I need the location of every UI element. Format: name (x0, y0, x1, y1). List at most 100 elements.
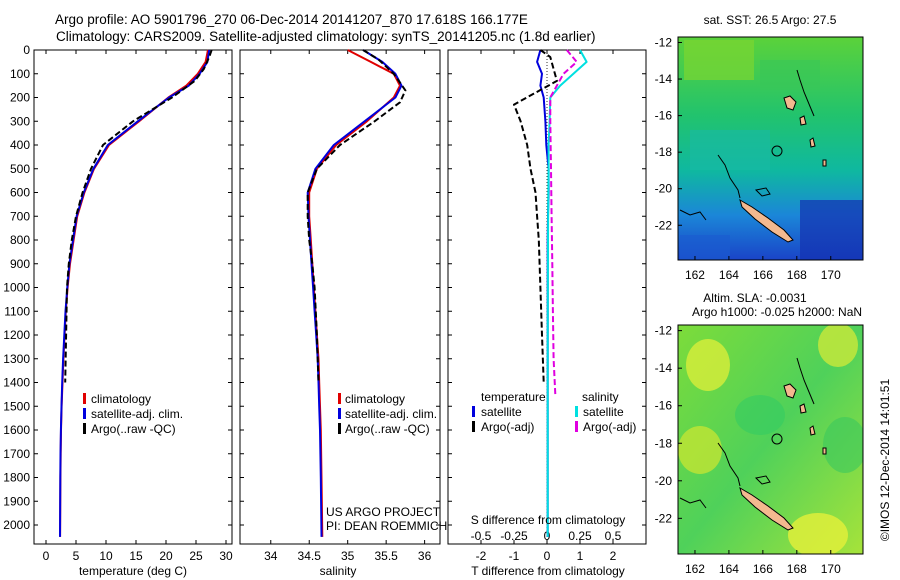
x-tick-label: 10 (99, 549, 113, 563)
depth-tick-label: 1300 (3, 352, 30, 366)
depth-tick-label: 1100 (4, 304, 30, 318)
legend-swatch-climatology (83, 393, 86, 404)
depth-tick-label: 1900 (3, 494, 30, 508)
series-line-temperature-argo-adj- (513, 49, 558, 383)
depth-tick-label: 1000 (3, 281, 30, 295)
x-tick-label: 34 (264, 549, 278, 563)
legend-label-climatology: climatology (91, 392, 151, 406)
map-lon-tick-label: 164 (719, 268, 739, 282)
sst-map-frame (677, 36, 864, 261)
legend-label-t-satellite: satellite (481, 405, 522, 419)
x-tick-label: 2 (610, 549, 617, 563)
legend-title-salinity: salinity (582, 390, 619, 404)
legend-swatch-t-argo (472, 421, 475, 432)
x-tick-label: 20 (159, 549, 173, 563)
temperature-legend: climatology satellite-adj. clim. Argo(..… (83, 392, 183, 436)
depth-tick-label: 1600 (3, 423, 30, 437)
depth-tick-label: 100 (10, 67, 30, 81)
depth-tick-label: 1500 (3, 399, 30, 413)
x-tick-label: 35.5 (374, 549, 398, 563)
t-diff-axis-label: T difference from climatology (471, 564, 625, 578)
x-tick-label: 0 (544, 549, 551, 563)
legend-swatch-argo (338, 423, 341, 434)
series-line-salinity-satellite (546, 49, 588, 537)
sla-map (678, 325, 863, 554)
depth-tick-label: 1200 (3, 328, 30, 342)
profile-lines (59, 49, 588, 537)
legend-label-satellite: satellite-adj. clim. (345, 407, 437, 421)
map-lat-tick-label: -12 (655, 324, 673, 338)
depth-tick-label: 1700 (3, 447, 30, 461)
legend-swatch-s-satellite (575, 406, 578, 417)
x2-tick-label: -0.5 (471, 529, 492, 543)
legend-swatch-s-argo (575, 421, 578, 432)
credit-project: US ARGO PROJECT (326, 505, 441, 519)
series-line-argo-raw-qc- (64, 49, 213, 383)
temperature-axis-label: temperature (deg C) (79, 564, 187, 578)
depth-tick-label: 200 (10, 91, 30, 105)
salinity-panel (239, 49, 441, 545)
title-line-2: Climatology: CARS2009. Satellite-adjuste… (56, 29, 596, 44)
map-bottom-title-2: Argo h1000: -0.025 h2000: NaN (692, 305, 862, 319)
map-axes: -12 -14 -16 -18 -20 -22 162 164 166 168 170 -12 -14 -… (655, 35, 841, 576)
depth-tick-label: 1800 (3, 471, 30, 485)
depth-tick-label: 900 (10, 257, 30, 271)
title-line-1: Argo profile: AO 5901796_270 06-Dec-2014… (55, 12, 528, 27)
legend-swatch-t-satellite (472, 406, 475, 417)
depth-tick-label: 500 (10, 162, 30, 176)
map-lat-tick-label: -20 (655, 182, 673, 196)
salinity-axis-label: salinity (320, 564, 357, 578)
x-tick-label: 36 (418, 549, 432, 563)
map-lon-tick-label: 168 (787, 268, 807, 282)
map-lon-tick-label: 166 (753, 268, 773, 282)
depth-tick-label: 800 (10, 233, 30, 247)
x-tick-label: 34.5 (298, 549, 322, 563)
depth-tick-label: 2000 (3, 518, 30, 532)
depth-axis: 0 100 200 300 400 500 600 700 800 900 1000 1100 1200… (3, 43, 646, 532)
x-tick-label: 35 (341, 549, 355, 563)
x-tick-label: 1 (577, 549, 584, 563)
map-lat-tick-label: -16 (655, 109, 673, 123)
depth-tick-label: 300 (10, 114, 30, 128)
map-lon-tick-label: 170 (821, 562, 841, 576)
legend-swatch-climatology (338, 393, 341, 404)
legend-swatch-satellite (83, 408, 86, 419)
depth-tick-label: 0 (23, 43, 30, 57)
series-line-argo-raw-qc- (306, 49, 407, 383)
legend-label-argo: Argo(..raw -QC) (91, 422, 176, 436)
map-bottom-title-1: Altim. SLA: -0.0031 (703, 291, 807, 305)
x-tick-label: 30 (219, 549, 233, 563)
map-lon-tick-label: 168 (787, 562, 807, 576)
sst-map (678, 37, 863, 260)
map-lon-tick-label: 162 (685, 562, 705, 576)
map-lat-tick-label: -16 (655, 399, 673, 413)
depth-tick-label: 400 (10, 138, 30, 152)
map-lon-tick-label: 170 (821, 268, 841, 282)
credit-pi: PI: DEAN ROEMMICH (326, 519, 447, 533)
legend-label-climatology: climatology (345, 392, 405, 406)
map-lat-tick-label: -12 (655, 35, 673, 49)
map-lat-tick-label: -20 (655, 474, 673, 488)
map-lat-tick-label: -18 (655, 436, 673, 450)
legend-label-argo: Argo(..raw -QC) (345, 422, 430, 436)
map-lon-tick-label: 166 (753, 562, 773, 576)
map-lon-tick-label: 164 (719, 562, 739, 576)
legend-swatch-argo (83, 423, 86, 434)
map-lat-tick-label: -22 (655, 511, 673, 525)
float-marker (771, 433, 783, 445)
series-line-salinity-argo-adj- (549, 49, 578, 395)
legend-label-t-argo: Argo(-adj) (481, 420, 534, 434)
difference-legend: temperature salinity satellite Argo(-adj… (472, 390, 636, 434)
x-tick-label: -1 (509, 549, 520, 563)
x2-tick-label: 0.25 (568, 529, 592, 543)
x-tick-label: 25 (189, 549, 203, 563)
x-tick-label: 0 (43, 549, 50, 563)
map-lat-tick-label: -14 (655, 361, 673, 375)
depth-tick-label: 1400 (3, 376, 30, 390)
map-lon-tick-label: 162 (685, 268, 705, 282)
x2-tick-label: -0.25 (500, 529, 528, 543)
salinity-legend: climatology satellite-adj. clim. Argo(..… (338, 392, 437, 436)
legend-label-satellite: satellite-adj. clim. (91, 407, 183, 421)
x-tick-label: 5 (73, 549, 80, 563)
